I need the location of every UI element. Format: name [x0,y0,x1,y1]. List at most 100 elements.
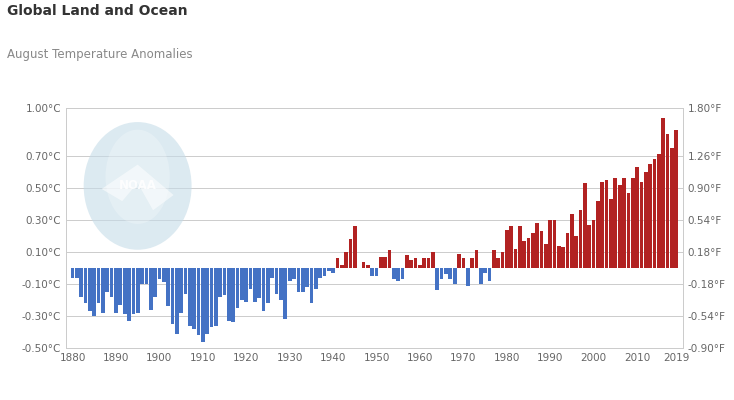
Bar [566,233,570,268]
Bar [179,268,183,313]
Bar [275,268,278,294]
Bar [435,268,439,290]
Bar [544,244,548,268]
Bar [227,268,230,321]
Bar [392,268,396,279]
Bar [405,255,409,268]
Bar [79,268,83,297]
Bar [470,258,474,268]
Bar [509,226,513,268]
Bar [557,246,561,268]
Bar [97,268,101,303]
Bar [240,268,244,300]
Bar [175,268,178,334]
Bar [618,185,622,268]
Bar [75,268,79,278]
Bar [440,268,443,279]
Bar [292,268,296,279]
Bar [431,252,435,268]
Text: August Temperature Anomalies: August Temperature Anomalies [7,48,193,61]
Bar [518,226,522,268]
Bar [106,268,109,292]
Bar [383,257,387,268]
Bar [201,268,205,342]
Bar [414,258,418,268]
Bar [314,268,318,289]
Bar [444,268,448,274]
Bar [297,268,300,292]
Bar [188,268,192,326]
Bar [587,225,591,268]
Bar [210,268,214,327]
Bar [84,268,87,303]
Bar [496,258,500,268]
Bar [675,130,678,268]
Bar [479,268,482,284]
Text: Global Land and Ocean: Global Land and Ocean [7,4,188,18]
Bar [118,268,122,305]
Bar [396,268,400,281]
Bar [270,268,274,278]
Bar [661,118,665,268]
Bar [70,268,74,278]
Bar [184,268,187,294]
Bar [266,268,270,303]
Bar [631,178,634,268]
Bar [457,254,461,268]
Bar [344,252,348,268]
Bar [335,258,339,268]
Bar [236,268,239,308]
Bar [401,268,404,279]
Bar [145,268,148,284]
Bar [448,268,452,279]
Bar [514,249,517,268]
Bar [162,268,166,282]
Bar [653,159,656,268]
Bar [505,230,509,268]
Bar [423,258,426,268]
Bar [388,250,391,268]
Bar [279,268,283,300]
Bar [258,268,261,298]
Bar [366,265,370,268]
Bar [123,268,126,314]
Bar [170,268,174,324]
Bar [539,231,543,268]
Bar [249,268,252,289]
Bar [523,241,526,268]
Bar [319,268,322,278]
Bar [149,268,153,310]
Bar [535,223,539,268]
Bar [670,148,674,268]
Bar [466,268,470,286]
Bar [648,164,652,268]
Bar [167,268,170,306]
Bar [462,258,465,268]
Bar [426,258,430,268]
Bar [310,268,313,303]
Bar [197,268,200,335]
Circle shape [84,122,192,250]
Ellipse shape [106,130,170,224]
Bar [206,268,209,334]
Bar [453,268,457,284]
Bar [331,268,335,273]
Bar [92,268,96,316]
Bar [501,252,504,268]
Bar [609,199,613,268]
Bar [562,247,565,268]
Bar [548,220,552,268]
Polygon shape [101,165,174,210]
Bar [627,193,631,268]
Bar [305,268,309,287]
Bar [301,268,305,292]
Bar [131,268,135,314]
Bar [88,268,92,311]
Bar [262,268,266,311]
Bar [657,154,661,268]
Bar [374,268,378,276]
Bar [592,220,595,268]
Bar [578,210,582,268]
Bar [531,233,534,268]
Bar [553,220,556,268]
